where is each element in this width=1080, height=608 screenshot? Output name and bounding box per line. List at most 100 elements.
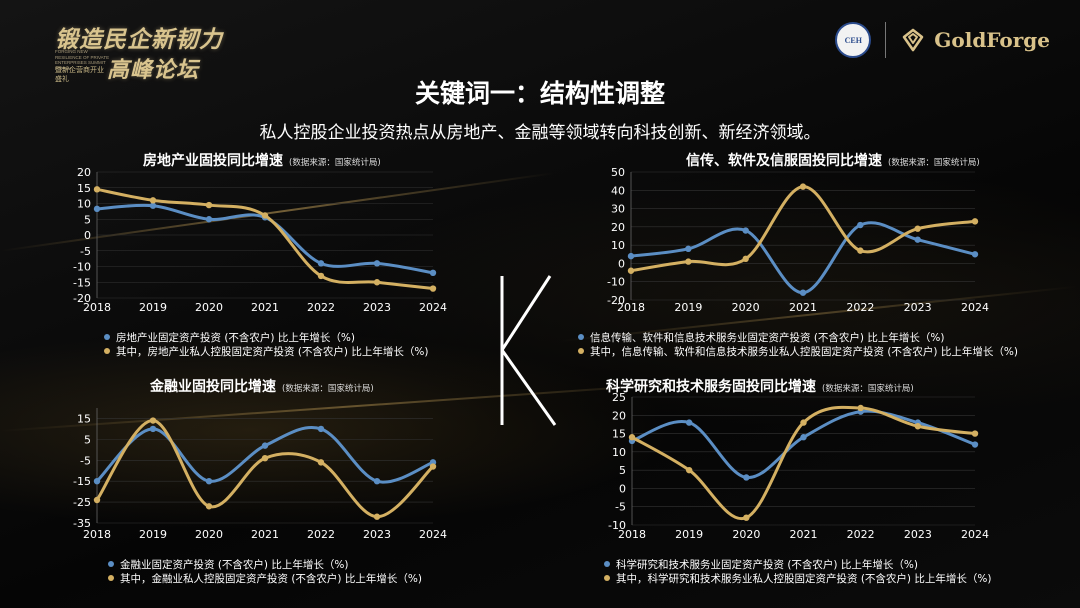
y-tick-label: -5 — [615, 501, 626, 514]
x-tick-label: 2022 — [307, 301, 335, 314]
data-point-total — [857, 221, 864, 229]
legend-label-total: 科学研究和技术服务业固定资产投资 (不含农户) 比上年增长（%) — [616, 558, 918, 571]
y-tick-label: 20 — [612, 409, 626, 422]
forum-logo-sub: 暨新企营商开业盛礼 — [55, 66, 104, 83]
legend-label-private: 其中，信息传输、软件和信息技术服务业私人控股固定资产投资 (不含农户) 比上年增… — [590, 345, 1018, 358]
x-tick-label: 2019 — [139, 528, 167, 541]
logo-divider — [885, 22, 887, 58]
data-point-private — [857, 404, 864, 412]
y-tick-label: 10 — [612, 446, 626, 459]
x-tick-label: 2019 — [139, 301, 167, 314]
x-tick-label: 2019 — [674, 301, 702, 314]
x-tick-label: 2022 — [307, 528, 335, 541]
legend-dot-gold — [578, 348, 584, 354]
data-point-private — [685, 466, 693, 474]
data-point-total — [971, 441, 979, 448]
y-tick-label: 15 — [77, 412, 91, 425]
legend-label-total: 房地产业固定资产投资 (不含农户) 比上年增长（%) — [116, 331, 355, 344]
university-seal-icon: CEH — [835, 22, 872, 58]
data-point-total — [149, 202, 157, 209]
chart-information-software: 信传、软件及信服固投同比增速 (数据来源：国家统计局) 50 40 30 20 10 0 -1… — [560, 150, 1080, 365]
y-tick-label: -20 — [607, 294, 625, 307]
y-tick-label: 10 — [77, 198, 91, 211]
legend-dot-blue — [108, 561, 114, 567]
chart-source: (数据来源：国家统计局) — [289, 158, 381, 168]
x-tick-label: 2022 — [847, 528, 875, 541]
y-tick-label: 5 — [619, 464, 626, 477]
data-point-private — [971, 430, 979, 437]
y-tick-label: 20 — [77, 166, 91, 179]
data-point-total — [685, 419, 693, 426]
page-title: 关键词一：结构性调整 — [414, 79, 665, 108]
forum-logo-line1: 锻造民企新韧力 — [55, 26, 223, 53]
legend-label-private: 其中，科学研究和技术服务业私人控股固定资产投资 (不含农户) 比上年增长（%) — [616, 572, 992, 585]
data-point-total — [317, 260, 325, 267]
chart-legend: 科学研究和技术服务业固定资产投资 (不含农户) 比上年增长（%) 其中，科学研究… — [604, 557, 991, 585]
y-tick-label: 20 — [611, 221, 625, 234]
series-line-private — [629, 185, 977, 273]
chart-legend: 金融业固定资产投资 (不含农户) 比上年增长（%) 其中，金融业私人控股固定资产… — [108, 557, 422, 585]
data-point-total — [93, 205, 101, 213]
data-point-total — [627, 252, 635, 260]
x-tick-label: 2021 — [251, 301, 279, 314]
data-point-private — [149, 417, 157, 424]
x-tick-label: 2019 — [675, 528, 703, 541]
legend-dot-gold — [104, 348, 110, 354]
x-tick-label: 2023 — [904, 528, 932, 541]
chart-source: (数据来源：国家统计局) — [282, 384, 374, 394]
data-point-total — [261, 442, 269, 449]
data-point-total — [800, 434, 807, 441]
data-point-total — [685, 245, 692, 252]
data-point-private — [685, 258, 692, 265]
y-tick-label: 30 — [611, 203, 625, 216]
x-tick-label: 2020 — [732, 528, 760, 541]
data-point-total — [743, 474, 750, 481]
data-point-total — [914, 236, 921, 243]
data-point-private — [261, 212, 269, 219]
data-point-private — [800, 419, 807, 426]
x-tick-label: 2022 — [846, 301, 874, 314]
data-point-private — [373, 513, 381, 520]
legend-label-private: 其中，金融业私人控股固定资产投资 (不含农户) 比上年增长（%) — [120, 572, 422, 585]
y-tick-label: 0 — [84, 229, 91, 242]
chart-title-text: 科学研究和技术服务固投同比增速 — [606, 379, 816, 395]
data-point-total — [317, 425, 325, 433]
data-point-total — [742, 227, 749, 234]
data-point-total — [93, 477, 101, 485]
goldforge-name: GoldForge — [934, 28, 1050, 52]
y-tick-label: -20 — [73, 292, 91, 305]
series-line-total — [95, 426, 435, 484]
seal-text: CEH — [844, 35, 862, 45]
y-tick-label: 15 — [612, 428, 626, 441]
y-tick-label: -10 — [73, 261, 91, 274]
chart-title: 房地产业固投同比增速 (数据来源：国家统计局) — [143, 150, 381, 170]
y-tick-label: 15 — [77, 182, 91, 195]
y-tick-label: -35 — [73, 517, 91, 530]
data-point-total — [205, 477, 213, 485]
legend-label-total: 金融业固定资产投资 (不含农户) 比上年增长（%) — [120, 558, 349, 571]
forum-logo-line2: 高峰论坛 — [107, 57, 200, 83]
legend-dot-blue — [104, 334, 110, 340]
legend-dot-blue — [578, 334, 584, 340]
legend-dot-gold — [604, 575, 610, 581]
y-tick-label: -10 — [607, 276, 625, 289]
x-tick-label: 2018 — [83, 528, 111, 541]
x-tick-label: 2021 — [789, 301, 817, 314]
chart-science-technology: 科学研究和技术服务固投同比增速 (数据来源：国家统计局) 25 20 15 10 5 0 -5… — [560, 376, 1080, 596]
chart-legend: 房地产业固定资产投资 (不含农户) 比上年增长（%) 其中，房地产业私人控股固定… — [104, 330, 428, 358]
legend-label-total: 信息传输、软件和信息技术服务业固定资产投资 (不含农户) 比上年增长（%) — [590, 331, 945, 344]
forum-logo-english: FORGING NEW RESILIENCE OF PRIVATE ENTERP… — [55, 49, 110, 71]
y-tick-label: 40 — [611, 184, 625, 197]
data-point-private — [93, 186, 101, 193]
chart-title-text: 金融业固投同比增速 — [150, 379, 276, 395]
legend-dot-gold — [108, 575, 114, 581]
partner-logos: CEH GoldForge — [835, 20, 1050, 60]
x-tick-label: 2023 — [904, 301, 932, 314]
data-point-total — [799, 289, 807, 296]
data-point-private — [914, 423, 922, 430]
data-point-private — [149, 197, 157, 204]
x-tick-label: 2021 — [251, 528, 279, 541]
data-point-private — [857, 247, 864, 254]
